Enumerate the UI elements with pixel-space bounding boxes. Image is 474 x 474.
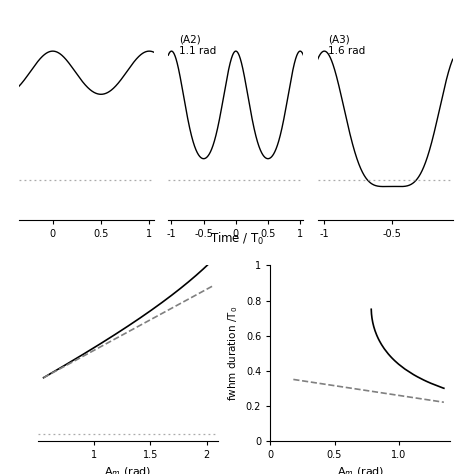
X-axis label: A$_m$ (rad): A$_m$ (rad) — [104, 465, 152, 474]
X-axis label: A$_m$ (rad): A$_m$ (rad) — [337, 465, 384, 474]
Y-axis label: fwhm duration /T$_0$: fwhm duration /T$_0$ — [227, 306, 240, 401]
Text: (A2)
1.1 rad: (A2) 1.1 rad — [179, 35, 216, 56]
Text: (A3)
1.6 rad: (A3) 1.6 rad — [328, 35, 365, 56]
Text: Time / T$_0$: Time / T$_0$ — [210, 231, 264, 247]
